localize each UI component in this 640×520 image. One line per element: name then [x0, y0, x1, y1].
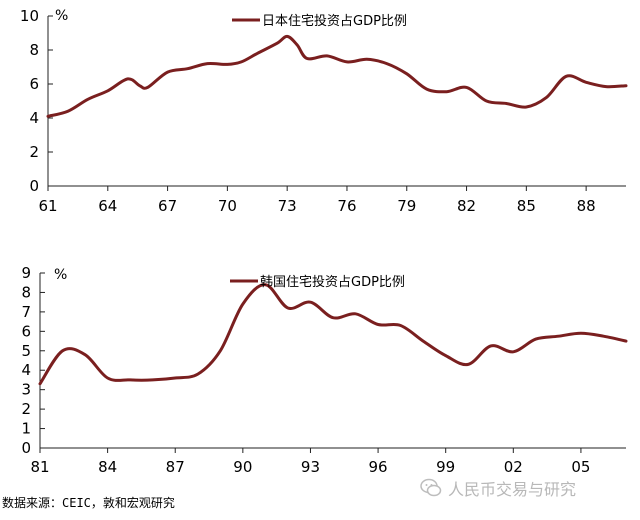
x-tick-label: 05: [571, 458, 590, 476]
x-tick-label: 90: [233, 458, 252, 476]
y-tick-label: 2: [29, 143, 39, 161]
wechat-icon: [420, 478, 442, 497]
x-tick-label: 02: [504, 458, 523, 476]
y-tick-label: 6: [29, 75, 39, 93]
watermark-text: 人民币交易与研究: [448, 480, 577, 499]
y-tick-label: 10: [20, 7, 39, 25]
x-tick-label: 64: [98, 197, 117, 215]
legend-label: 日本住宅投资占GDP比例: [262, 13, 407, 29]
x-tick-label: 96: [369, 458, 388, 476]
chart-panel-2: 01 23 45 67 89 81 84 87 90 93 96 99 02 05% 韩国住宅投资占GDP比…: [21, 264, 628, 476]
y-tick-label: 0: [21, 439, 31, 457]
x-tick-label: 84: [98, 458, 117, 476]
watermark: 人民币交易与研究: [420, 476, 576, 500]
x-tick-label: 88: [577, 197, 596, 215]
legend-label: 韩国住宅投资占GDP比例: [260, 274, 405, 290]
x-tick-label: 93: [301, 458, 320, 476]
chart-panel-1: 0 2 4 6 8 10 61 64 67 70 73 76 79 82 85 88% 日本住宅投资占GDP比例: [20, 7, 628, 215]
y-tick-label: 0: [29, 177, 39, 195]
x-tick-label: 73: [278, 197, 297, 215]
y-tick-label: 8: [29, 41, 39, 59]
x-tick-label: 82: [457, 197, 476, 215]
series-line: [38, 283, 628, 386]
y-tick-label: 4: [29, 109, 39, 127]
x-tick-label: 67: [158, 197, 177, 215]
y-tick-label: 1: [21, 420, 31, 438]
y-tick-label: 4: [21, 361, 31, 379]
y-tick-label: 8: [21, 283, 31, 301]
y-tick-label: 5: [21, 342, 31, 360]
x-tick-label: 87: [166, 458, 185, 476]
source-note: 数据来源：CEIC，敦和宏观研究: [2, 496, 175, 510]
y-tick-label: 3: [21, 381, 31, 399]
y-tick-label: 7: [21, 303, 31, 321]
x-tick-label: 76: [337, 197, 356, 215]
y-tick-label: 6: [21, 322, 31, 340]
x-tick-label: 81: [30, 458, 49, 476]
x-tick-label: 79: [397, 197, 416, 215]
y-tick-label: 9: [21, 264, 31, 282]
y-unit-label: %: [55, 8, 68, 24]
x-tick-label: 61: [38, 197, 57, 215]
y-tick-label: 2: [21, 400, 31, 418]
series-line: [46, 34, 628, 118]
x-tick-label: 99: [436, 458, 455, 476]
x-tick-label: 70: [218, 197, 237, 215]
y-unit-label: %: [54, 267, 67, 283]
x-tick-label: 85: [517, 197, 536, 215]
